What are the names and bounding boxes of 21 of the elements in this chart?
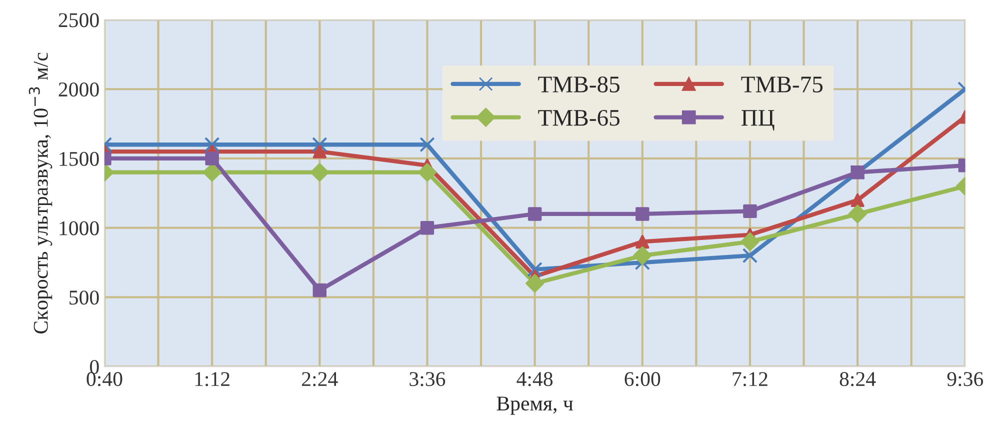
y-tick-label: 1500 xyxy=(60,152,99,166)
legend-label: TMB-65 xyxy=(538,110,620,126)
x-tick-label: 2:24 xyxy=(302,372,338,386)
x-tick-label: 6:00 xyxy=(624,372,660,386)
y-tick-label: 1000 xyxy=(60,221,99,236)
y-tick-label: 2000 xyxy=(58,82,99,97)
x-axis-title: Время, ч xyxy=(496,396,573,415)
legend-label: TMB-75 xyxy=(741,76,823,92)
x-tick-label: 7:12 xyxy=(732,372,768,386)
x-tick-label: 4:48 xyxy=(516,372,553,386)
y-tick-label: 500 xyxy=(70,290,99,305)
legend-label: TMB-85 xyxy=(538,76,620,92)
y-tick-label: 2500 xyxy=(58,13,99,28)
x-tick-label: 0:40 xyxy=(86,372,122,386)
x-tick-label: 9:36 xyxy=(947,372,984,386)
x-tick-label: 1:12 xyxy=(195,372,230,386)
x-tick-label: 8:24 xyxy=(840,372,876,386)
y-axis-title: Скорость ультразвука, 10$^{−3}$ м/с xyxy=(28,52,52,334)
legend-label: ПЦ xyxy=(741,110,774,131)
y-tick-label: 0 xyxy=(90,360,99,374)
x-tick-label: 3:36 xyxy=(410,372,446,386)
